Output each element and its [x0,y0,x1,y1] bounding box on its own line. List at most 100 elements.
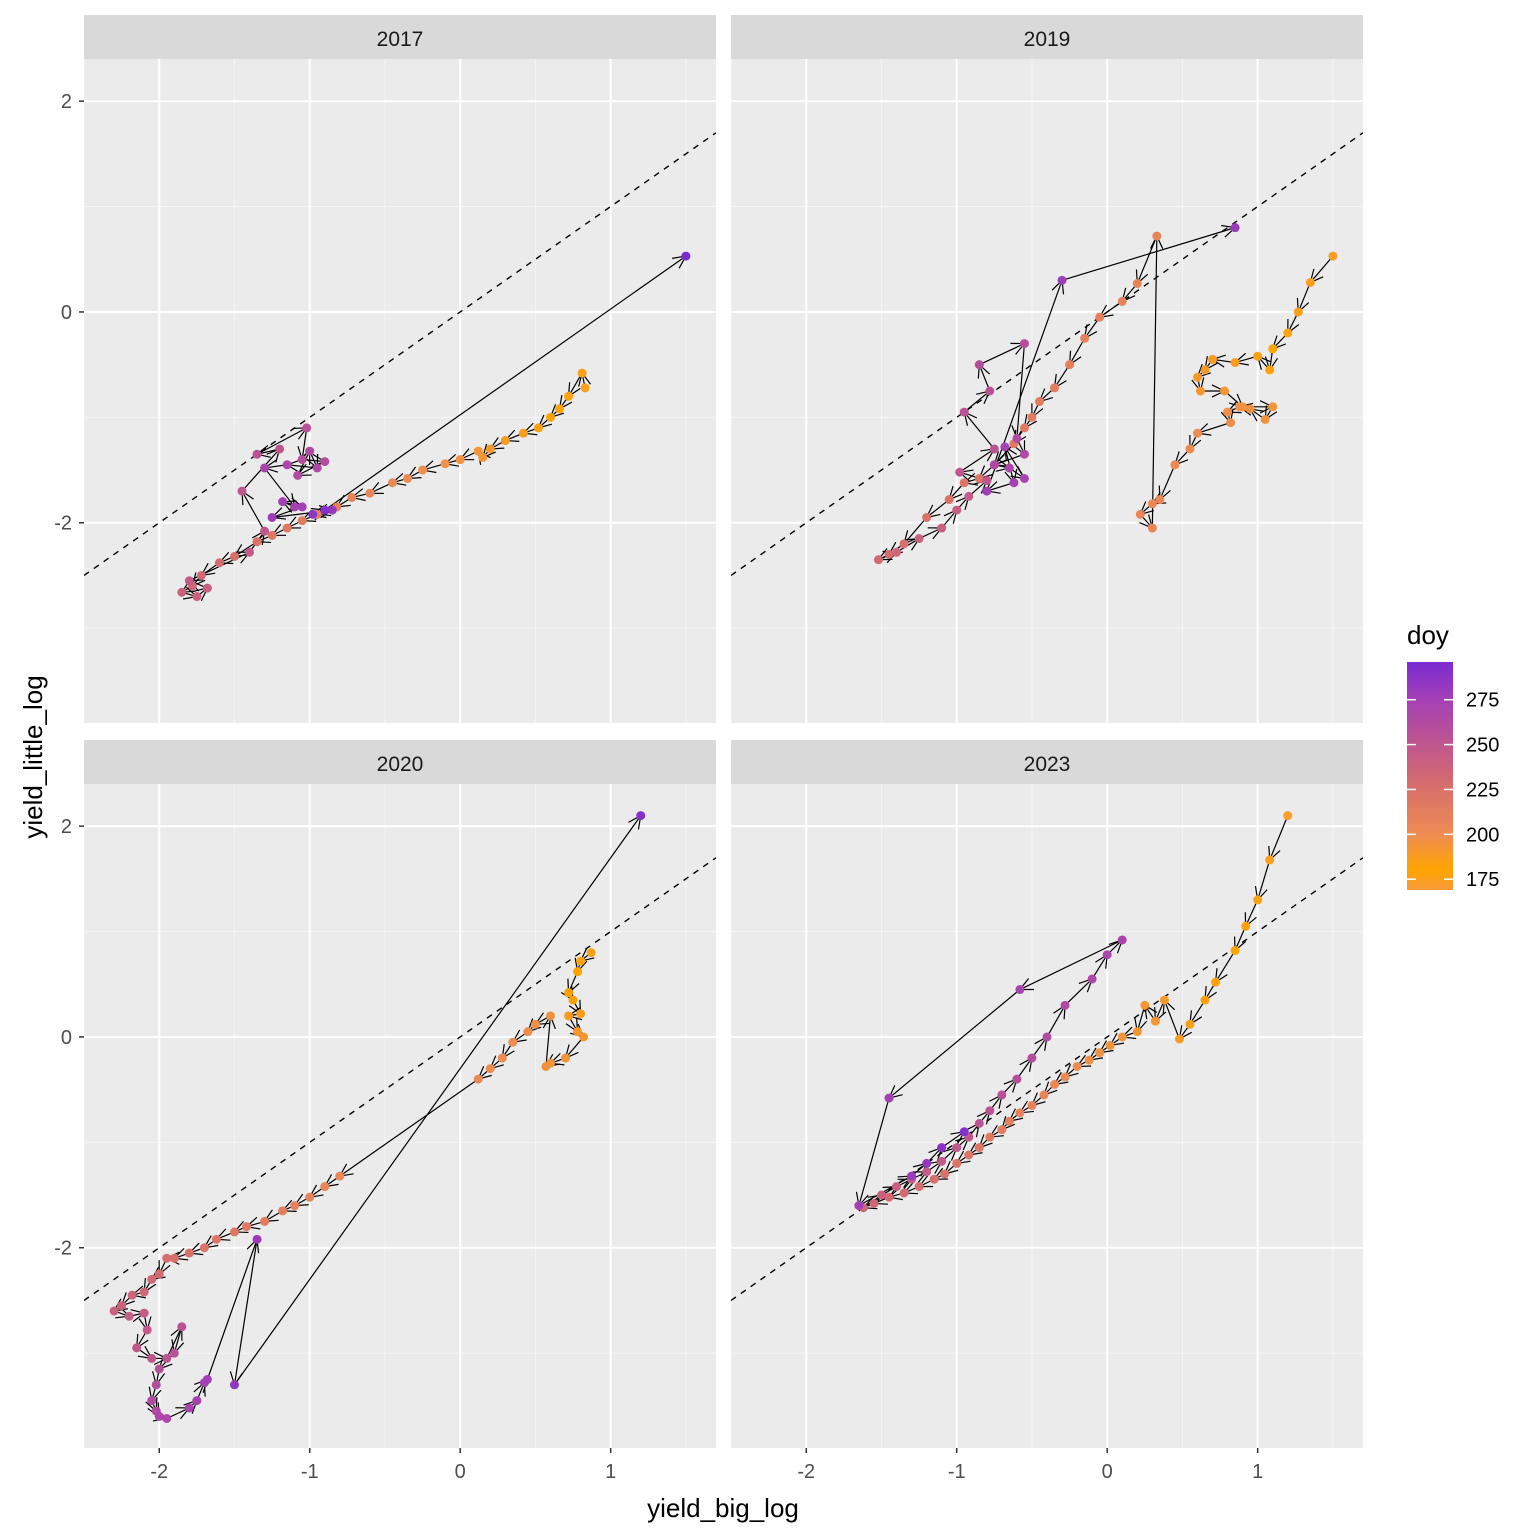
data-point [184,576,194,586]
x-axis-title: yield_big_log [647,1493,799,1523]
reference-line-dashed [84,857,716,1302]
data-point [1095,312,1105,322]
data-point [229,1380,239,1390]
data-point [884,549,894,559]
data-point [211,1234,221,1244]
data-point [892,547,902,557]
data-point [922,1158,932,1168]
data-point [937,523,947,533]
data-point [1102,950,1112,960]
y-tick-label: 0 [61,1027,72,1049]
data-point [586,948,596,958]
data-point [873,555,883,565]
data-point [530,1019,540,1029]
data-point [297,502,307,512]
panel-background [731,59,1363,723]
data-point [147,1353,157,1363]
data-point [162,1253,172,1263]
data-point [440,459,450,469]
data-point [1050,383,1060,393]
colorbar [1407,662,1453,890]
data-point [1220,386,1230,396]
data-point [252,1234,262,1244]
colorbar-tick-label: 275 [1466,690,1499,712]
data-point [561,1053,571,1063]
facet-strip-label: 2017 [377,28,424,51]
data-point [293,470,303,480]
data-point [1000,442,1010,452]
data-point [1117,935,1127,945]
facet-strip-label: 2020 [377,753,424,776]
data-point [944,495,954,505]
data-point [1200,995,1210,1005]
data-point [1060,1000,1070,1010]
data-point [1170,460,1180,470]
data-point [237,486,247,496]
data-point [982,486,992,496]
data-point [1019,423,1029,433]
data-point [1015,985,1025,995]
data-point [1027,1053,1037,1063]
data-point [1140,1000,1150,1010]
x-tick-label: -1 [948,1461,966,1483]
x-tick-label: -1 [301,1461,319,1483]
data-point [937,1156,947,1166]
data-point [1253,351,1263,361]
data-point [1283,811,1293,821]
data-point [1060,1072,1070,1082]
facet-strip [84,15,716,59]
data-point [1185,1019,1195,1029]
data-point [169,1348,179,1358]
data-point [985,1106,995,1116]
data-point [485,444,495,454]
data-point [312,463,322,473]
data-point [260,463,270,473]
facet-strip [731,15,1363,59]
data-point [327,505,337,515]
data-point [1265,855,1275,865]
data-point [124,1311,134,1321]
data-point [1095,1048,1105,1058]
facet-panel-2020: 2020 -2 0 2 -2 -1 0 1 [54,740,716,1483]
data-point [1208,354,1218,364]
data-point [1057,275,1067,285]
data-point [1230,946,1240,956]
color-legend: doy 175 200 225 250 275 [1407,620,1499,891]
data-point [937,1143,947,1153]
data-point [1050,1079,1060,1089]
data-point [1072,1061,1082,1071]
data-point [940,1169,950,1179]
data-point [1155,495,1165,505]
data-point [192,592,202,602]
y-tick-label: 2 [61,91,72,113]
data-point [982,476,992,486]
data-point [1147,523,1157,533]
x-tick-label: 1 [1252,1461,1263,1483]
data-point [229,1227,239,1237]
data-points [873,223,1338,565]
data-point [162,1353,172,1363]
data-point [997,1090,1007,1100]
reference-line-dashed [731,132,1363,577]
data-point [1200,365,1210,375]
data-point [573,967,583,977]
data-point [252,449,262,459]
data-point [278,1206,288,1216]
x-tick-label: 1 [605,1461,616,1483]
data-point [1039,1090,1049,1100]
data-points [177,251,691,602]
data-point [497,1053,507,1063]
data-point [636,811,646,821]
colorbar-tick-label: 225 [1466,779,1499,801]
facet-strip [731,740,1363,784]
data-point [1004,1116,1014,1126]
data-point [418,465,428,475]
data-point [1132,1027,1142,1037]
data-point [1084,1055,1094,1065]
data-point [564,1011,574,1021]
data-point [681,251,691,261]
x-tick-label: 0 [1102,1461,1113,1483]
data-point [545,1011,555,1021]
data-point [884,1192,894,1202]
data-point [302,423,312,433]
